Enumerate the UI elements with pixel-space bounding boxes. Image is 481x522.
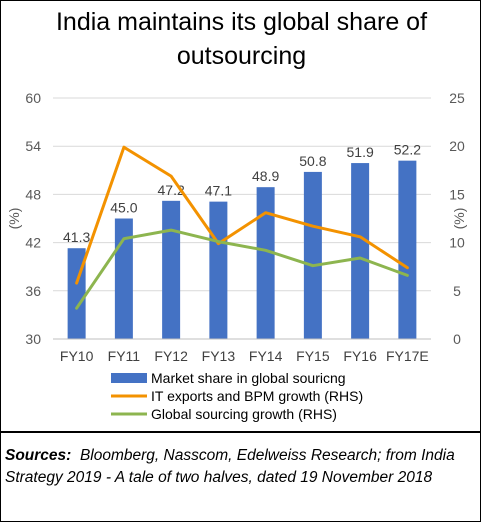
y-left-tick-label: 36 (25, 283, 41, 299)
x-tick-label: FY10 (60, 348, 94, 364)
x-tick-label: FY11 (108, 348, 141, 364)
line-it-exports-growth (75, 145, 409, 285)
x-tick-label: FY15 (296, 348, 330, 364)
bar-value-label: 50.8 (299, 153, 326, 169)
bar-market-share (114, 218, 133, 339)
bar-value-label: 51.9 (347, 144, 374, 160)
y-right-tick-label: 15 (449, 186, 465, 202)
legend-label: IT exports and BPM growth (RHS) (151, 388, 363, 404)
x-tick-label: FY17E (386, 348, 429, 364)
bar-value-label: 48.9 (252, 168, 279, 184)
y-left-tick-label: 48 (25, 186, 41, 202)
bar-value-label: 41.3 (63, 229, 90, 245)
bar-market-share (209, 201, 228, 339)
y-right-tick-label: 0 (453, 331, 461, 347)
y-right-axis-label: (%) (451, 208, 467, 230)
y-right-tick-label: 25 (449, 90, 465, 106)
y-right-tick-label: 10 (449, 235, 465, 251)
y-left-tick-label: 54 (25, 138, 41, 154)
source-label: Sources: (5, 447, 72, 464)
bar-value-label: 45.0 (110, 200, 137, 216)
x-tick-label: FY12 (154, 348, 188, 364)
x-tick-label: FY14 (249, 348, 283, 364)
y-right-tick-label: 5 (453, 283, 461, 299)
bar-market-share (303, 171, 322, 339)
legend-label: Global sourcing growth (RHS) (151, 406, 337, 422)
bar-value-label: 47.1 (205, 183, 232, 199)
legend-label: Market share in global souricng (151, 370, 346, 386)
y-left-tick-label: 30 (25, 331, 41, 347)
bar-market-share (162, 200, 181, 339)
bar-value-label: 52.2 (394, 142, 421, 158)
x-tick-label: FY13 (202, 348, 236, 364)
bar-market-share (256, 187, 275, 339)
x-tick-label: FY16 (343, 348, 377, 364)
y-left-tick-label: 60 (25, 90, 41, 106)
source-note: Sources: Bloomberg, Nasscom, Edelweiss R… (5, 445, 475, 489)
line-global-sourcing-growth (75, 228, 409, 310)
bar-market-share (398, 160, 417, 339)
y-left-tick-label: 42 (25, 235, 41, 251)
bar-market-share (351, 163, 370, 339)
y-right-tick-label: 20 (449, 138, 465, 154)
legend-swatch-bar (111, 373, 147, 383)
chart-title: India maintains its global share of outs… (55, 8, 428, 70)
source-divider (1, 431, 481, 433)
source-text: Bloomberg, Nasscom, Edelweiss Research; … (5, 447, 455, 486)
y-left-axis-label: (%) (6, 208, 22, 230)
